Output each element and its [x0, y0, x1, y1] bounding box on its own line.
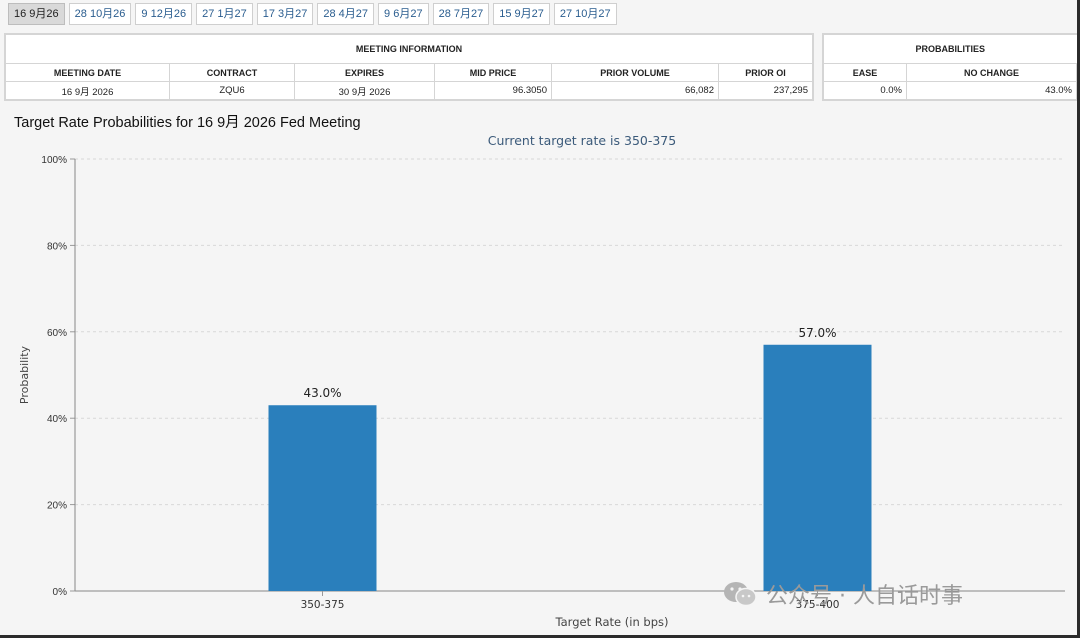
y-tick-label: 0% — [53, 587, 68, 598]
chart-subtitle: Current target rate is 350-375 — [488, 133, 676, 148]
x-tick-label: 375-400 — [796, 599, 840, 611]
cell-meeting-date: 16 9月 2026 — [5, 81, 170, 100]
y-tick-label: 20% — [47, 501, 67, 512]
y-axis-title: Probability — [18, 345, 31, 404]
data-label: 57.0% — [798, 326, 836, 340]
meeting-info-panel: MEETING INFORMATION MEETING DATE CONTRAC… — [4, 33, 814, 101]
tab-meeting-5[interactable]: 28 4月27 — [317, 3, 375, 25]
tab-meeting-4[interactable]: 17 3月27 — [256, 3, 314, 25]
tab-meeting-1[interactable]: 28 10月26 — [68, 3, 132, 25]
wechat-icon — [724, 582, 757, 607]
meeting-tabs: 16 9月26 28 10月26 9 12月26 27 1月27 17 3月27 28 4… — [8, 3, 617, 25]
meeting-info-header: MEETING INFORMATION — [5, 34, 813, 64]
y-tick-label: 40% — [47, 414, 67, 425]
y-tick-label: 60% — [47, 328, 67, 339]
col-no-change: NO CHANGE — [906, 63, 1077, 82]
watermark-text: 公众号 · 人自话时事 — [766, 584, 963, 609]
tab-meeting-7[interactable]: 28 7月27 — [432, 3, 490, 25]
x-tick-label: 350-375 — [301, 599, 345, 611]
col-mid-price: MID PRICE — [434, 63, 552, 82]
probabilities-panel: PROBABILITIES EASE NO CHANGE 0.0% 43.0% — [822, 33, 1077, 101]
col-contract: CONTRACT — [169, 63, 295, 82]
tab-meeting-2[interactable]: 9 12月26 — [135, 3, 193, 25]
bar-375-400 — [763, 344, 872, 591]
cell-no-change: 43.0% — [906, 81, 1077, 100]
bar-350-375 — [268, 405, 377, 591]
cell-contract: ZQU6 — [169, 81, 295, 100]
col-expires: EXPIRES — [294, 63, 435, 82]
x-axis-title: Target Rate (in bps) — [555, 615, 669, 629]
cell-prior-volume: 66,082 — [551, 81, 719, 100]
tab-meeting-0[interactable]: 16 9月26 — [8, 3, 65, 25]
chart-title: Target Rate Probabilities for 16 9月 2026… — [14, 115, 361, 131]
col-prior-volume: PRIOR VOLUME — [551, 63, 719, 82]
tab-meeting-6[interactable]: 9 6月27 — [378, 3, 429, 25]
tab-meeting-3[interactable]: 27 1月27 — [196, 3, 253, 25]
cell-prior-oi: 237,295 — [718, 81, 813, 100]
watermark: 公众号 · 人自话时事 — [722, 578, 963, 610]
probabilities-header: PROBABILITIES — [823, 34, 1077, 64]
y-tick-label: 100% — [41, 155, 67, 166]
col-prior-oi: PRIOR OI — [718, 63, 813, 82]
tab-meeting-9[interactable]: 27 10月27 — [553, 3, 617, 25]
tab-meeting-8[interactable]: 15 9月27 — [493, 3, 550, 25]
data-label: 43.0% — [303, 386, 341, 400]
y-tick-label: 80% — [47, 241, 67, 252]
